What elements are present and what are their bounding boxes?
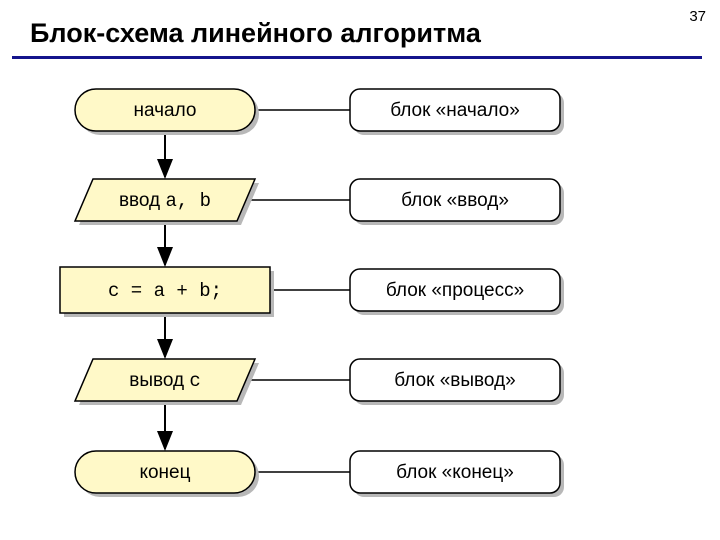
- title-underline: [12, 56, 702, 59]
- flow-node-start: начало: [134, 100, 197, 121]
- label-input: блок «ввод»: [401, 190, 509, 211]
- label-process: блок «процесс»: [386, 280, 524, 301]
- label-output: блок «вывод»: [394, 370, 516, 391]
- label-start: блок «начало»: [390, 100, 520, 121]
- flow-node-end: конец: [139, 462, 190, 483]
- flow-node-input: ввод a, b: [119, 190, 211, 212]
- page-title: Блок-схема линейного алгоритма: [30, 18, 481, 49]
- flow-node-process: c = a + b;: [108, 280, 222, 302]
- flowchart-diagram: начало блок «начало» ввод a, b блок «ввод» c…: [0, 60, 720, 540]
- label-end: блок «конец»: [396, 462, 514, 483]
- page-number: 37: [689, 8, 706, 25]
- flow-node-output: вывод c: [129, 370, 201, 392]
